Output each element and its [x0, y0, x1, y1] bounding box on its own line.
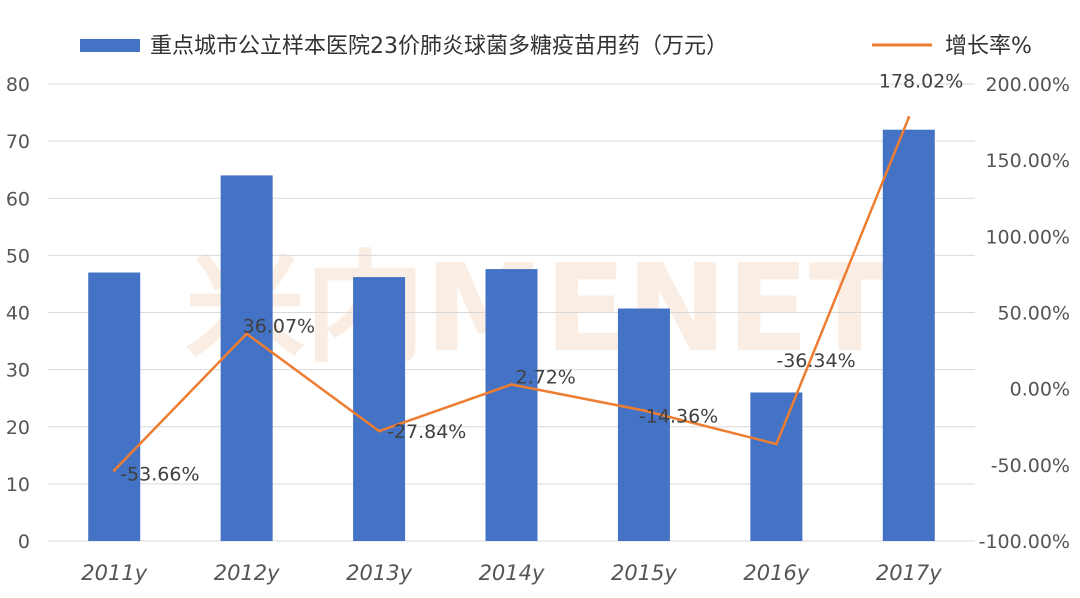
growth-data-label: 36.07% — [243, 316, 315, 338]
left-tick-label: 40 — [6, 303, 30, 325]
growth-data-label: -27.84% — [387, 421, 466, 443]
bar-2012y — [220, 175, 273, 541]
bar-2015y — [617, 308, 670, 541]
growth-data-label: -14.36% — [639, 406, 718, 428]
x-tick-label: 2011y — [81, 561, 147, 585]
right-tick-label: 150.00% — [985, 150, 1070, 172]
growth-point-2012y — [245, 332, 249, 336]
bar-2014y — [485, 269, 538, 541]
growth-point-2014y — [510, 383, 513, 387]
growth-point-2017y — [907, 115, 911, 119]
x-tick-label: 2015y — [611, 561, 677, 585]
growth-point-2011y — [112, 468, 116, 472]
left-tick-label: 70 — [6, 131, 30, 153]
x-axis: 2011y 2012y 2013y 2014y 2015y 2016y 2017y — [81, 561, 942, 585]
legend-bar-label: 重点城市公立样本医院23价肺炎球菌多糖疫苗用药（万元） — [150, 34, 728, 59]
legend: 重点城市公立样本医院23价肺炎球菌多糖疫苗用药（万元） 增长率% — [80, 34, 1032, 59]
growth-line-series — [112, 115, 911, 472]
x-tick-label: 2017y — [876, 561, 942, 585]
bar-2011y — [88, 272, 141, 541]
right-tick-label: 200.00% — [985, 74, 1070, 96]
bar-2017y — [882, 129, 935, 541]
bar-2016y — [750, 392, 803, 541]
x-tick-label: 2012y — [214, 561, 280, 585]
right-tick-label: -50.00% — [991, 455, 1070, 477]
left-tick-label: 60 — [6, 188, 30, 210]
right-tick-label: 50.00% — [998, 303, 1070, 325]
legend-bar-swatch — [80, 39, 140, 52]
x-tick-label: 2013y — [346, 561, 412, 585]
bar-series — [88, 129, 935, 541]
left-tick-label: 10 — [6, 474, 30, 496]
growth-data-label: 178.02% — [879, 70, 964, 92]
right-axis: -100.00% -50.00% 0.00% 50.00% 100.00% 150.00%… — [979, 74, 1070, 553]
right-tick-label: -100.00% — [979, 531, 1070, 553]
growth-point-2015y — [642, 409, 646, 413]
growth-data-label: -36.34% — [776, 350, 855, 372]
bar-2013y — [353, 277, 406, 541]
growth-data-label: -53.66% — [120, 463, 199, 485]
left-tick-label: 50 — [6, 245, 30, 267]
watermark-logo: 米内MENET — [185, 240, 891, 379]
x-tick-label: 2016y — [743, 561, 809, 585]
right-tick-label: 0.00% — [1010, 379, 1070, 401]
left-tick-label: 80 — [6, 74, 30, 96]
x-tick-label: 2014y — [479, 561, 545, 585]
growth-data-labels: -53.66% 36.07% -27.84% 2.72% -14.36% -36.34% 1… — [120, 70, 963, 485]
left-tick-label: 20 — [6, 417, 30, 439]
legend-line-label: 增长率% — [945, 34, 1032, 59]
growth-point-2013y — [377, 429, 381, 433]
right-tick-label: 100.00% — [985, 226, 1070, 248]
growth-point-2016y — [774, 442, 778, 446]
left-axis: 0 10 20 30 40 50 60 70 80 — [6, 74, 30, 553]
growth-data-label: 2.72% — [516, 367, 576, 389]
left-tick-label: 30 — [6, 360, 30, 382]
left-tick-label: 0 — [18, 531, 30, 553]
